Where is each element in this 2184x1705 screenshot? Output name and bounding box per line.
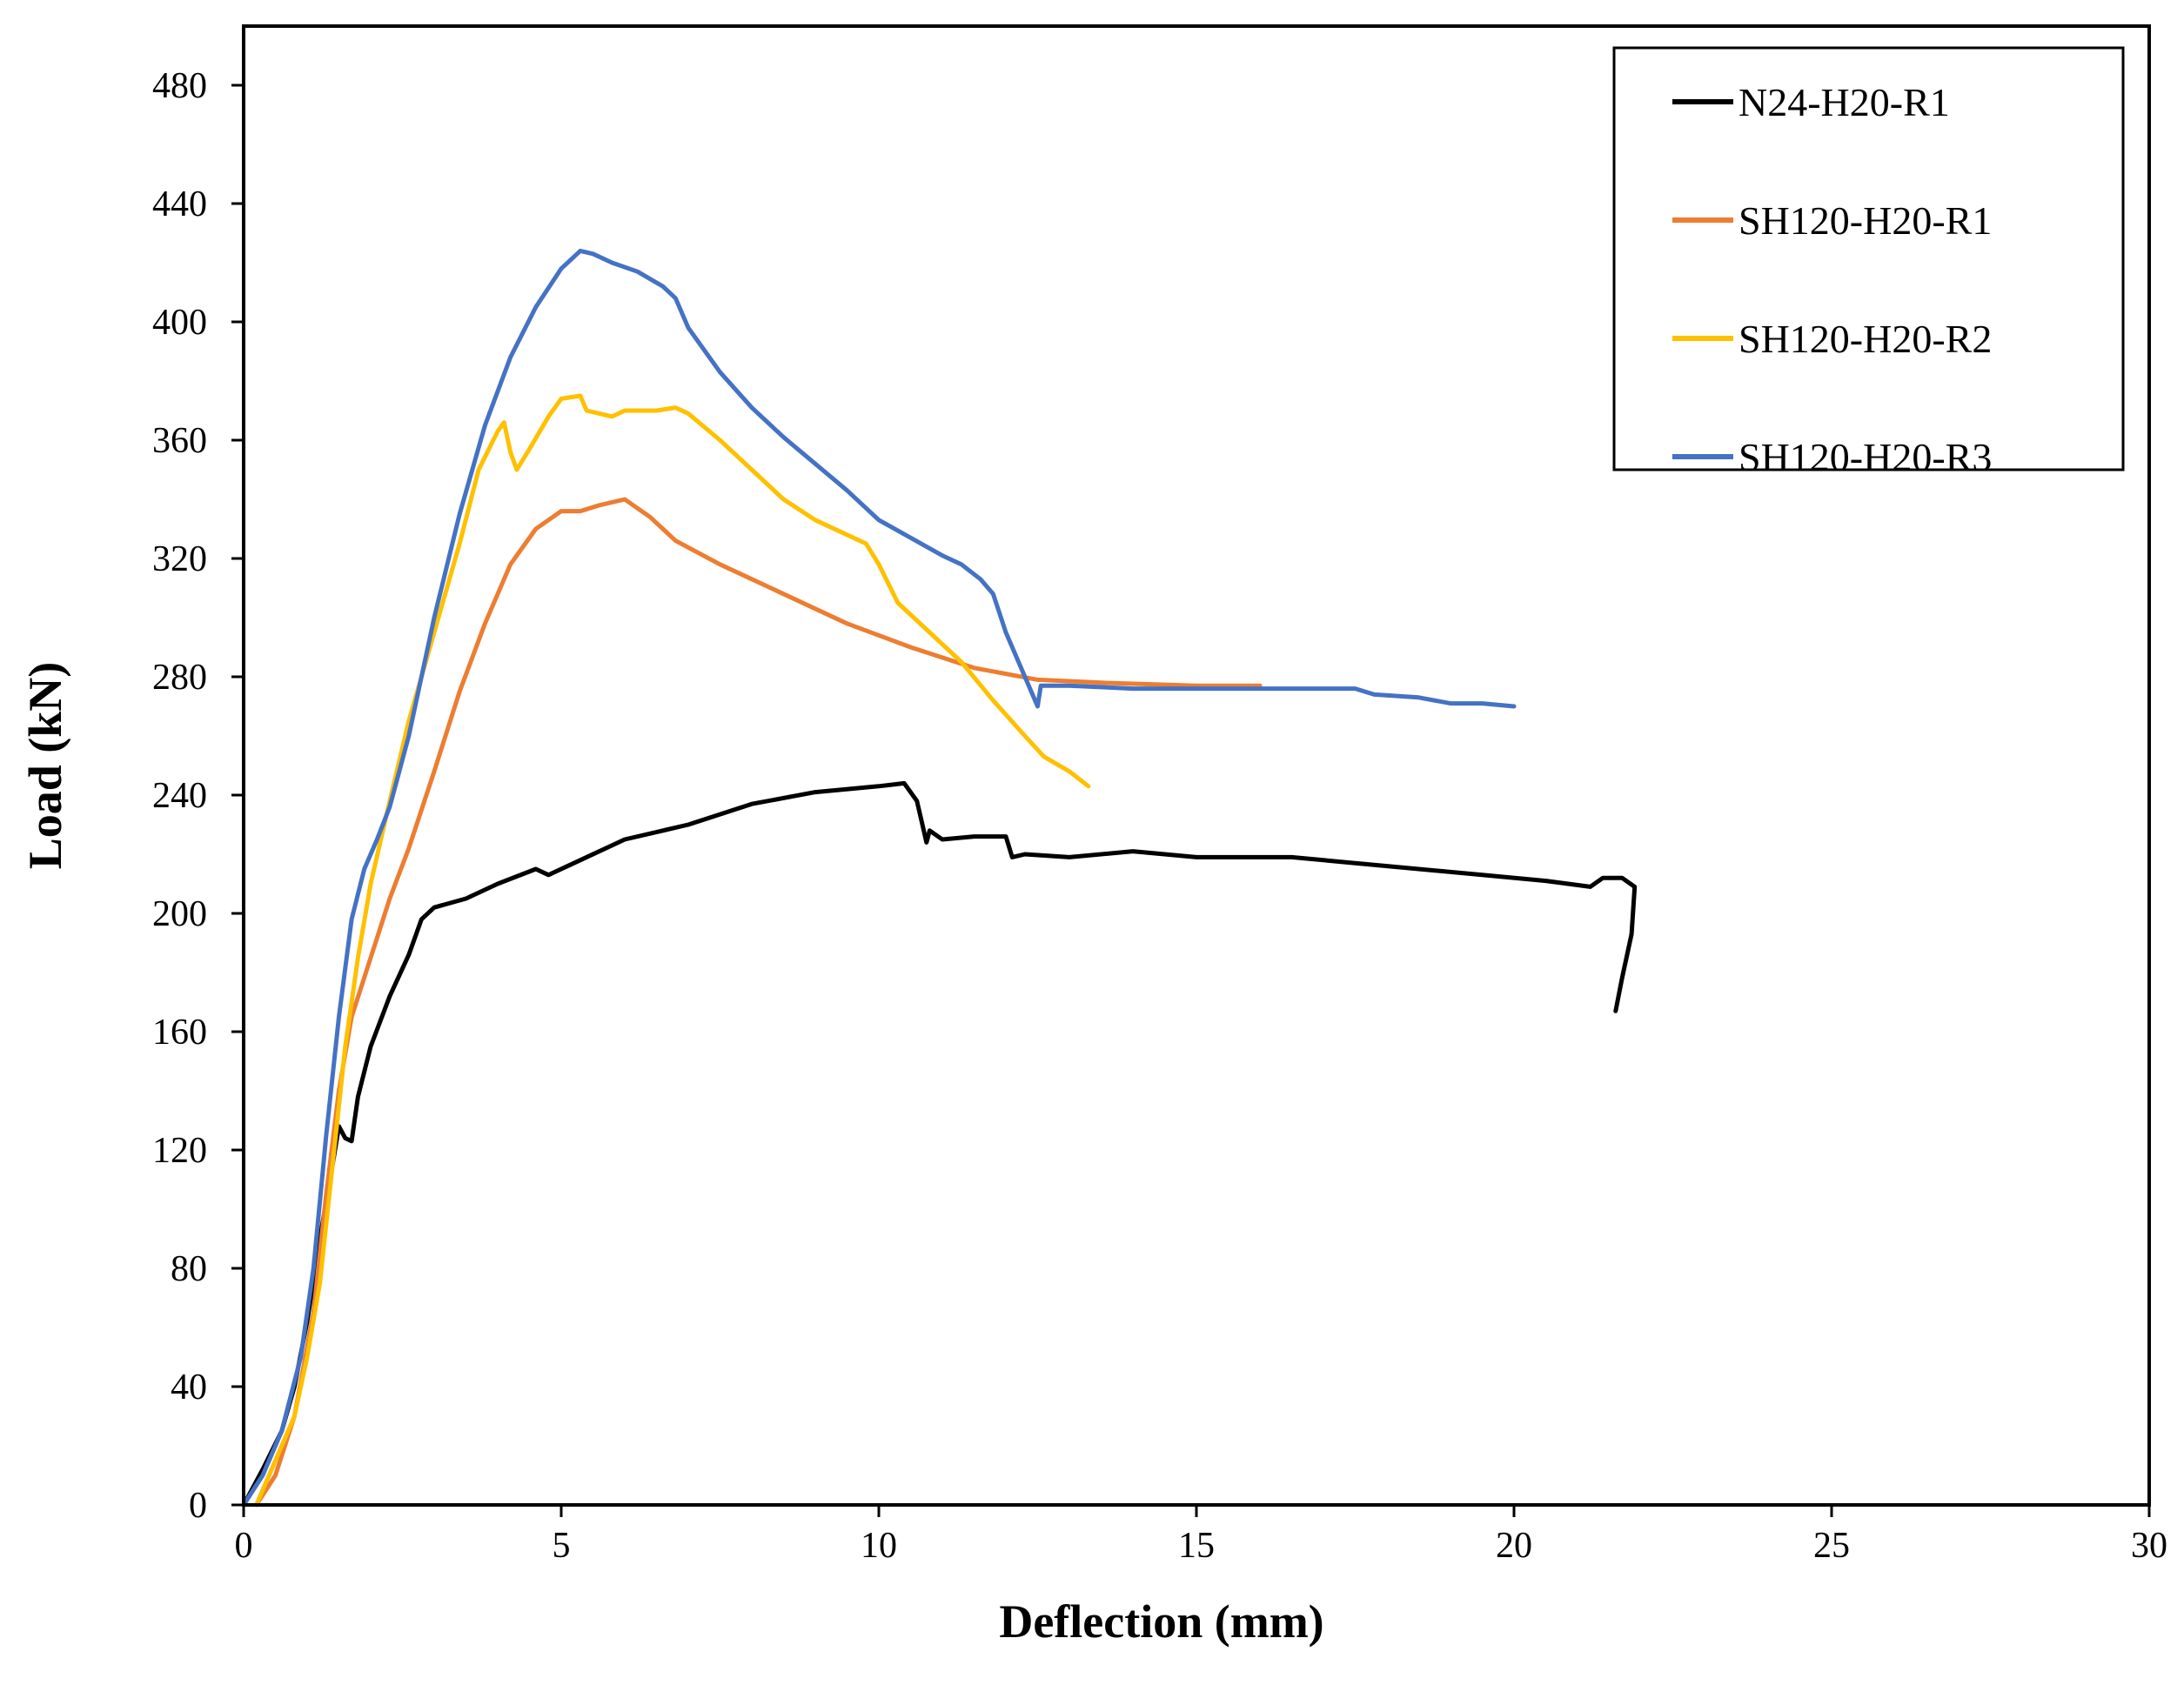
y-tick-label: 40 [171, 1367, 207, 1407]
y-tick-label: 240 [152, 776, 207, 816]
y-tick-label: 400 [152, 303, 207, 343]
y-tick-label: 280 [152, 658, 207, 698]
y-tick-label: 440 [152, 184, 207, 224]
legend-label: SH120-H20-R3 [1738, 435, 1992, 479]
series-line-n24-h20-r1 [241, 780, 1638, 1508]
legend-label: SH120-H20-R2 [1738, 317, 1992, 361]
y-tick-label: 200 [152, 894, 207, 934]
series-line-sh120-h20-r3 [241, 248, 1517, 1508]
x-tick-label: 20 [1496, 1526, 1532, 1566]
y-tick-label: 480 [152, 66, 207, 106]
series-layer [241, 248, 1638, 1508]
y-tick-label: 80 [171, 1249, 207, 1289]
series-line-sh120-h20-r2 [254, 393, 1091, 1508]
legend: N24-H20-R1 SH120-H20-R1 SH120-H20-R2 SH120-… [1612, 46, 2125, 479]
x-tick-label: 5 [553, 1526, 571, 1566]
legend-label: N24-H20-R1 [1738, 80, 1950, 124]
y-tick-label: 360 [152, 421, 207, 461]
y-tick-label: 320 [152, 539, 207, 579]
tick-layer: 0 5 10 15 20 25 30 0 40 80 120 160 200 240 280 320 360 40… [152, 66, 2167, 1566]
legend-label: SH120-H20-R1 [1738, 198, 1992, 243]
x-tick-label: 0 [235, 1526, 253, 1566]
y-tick-label: 160 [152, 1013, 207, 1053]
legend-box [1612, 46, 2125, 471]
y-tick-label: 0 [189, 1486, 207, 1526]
x-tick-label: 10 [861, 1526, 897, 1566]
y-axis-title: Load (kN) [19, 662, 71, 870]
x-tick-label: 30 [2131, 1526, 2167, 1566]
x-axis-title: Deflection (mm) [999, 1595, 1323, 1648]
x-tick-label: 15 [1178, 1526, 1215, 1566]
y-tick-label: 120 [152, 1131, 207, 1171]
x-tick-label: 25 [1813, 1526, 1850, 1566]
